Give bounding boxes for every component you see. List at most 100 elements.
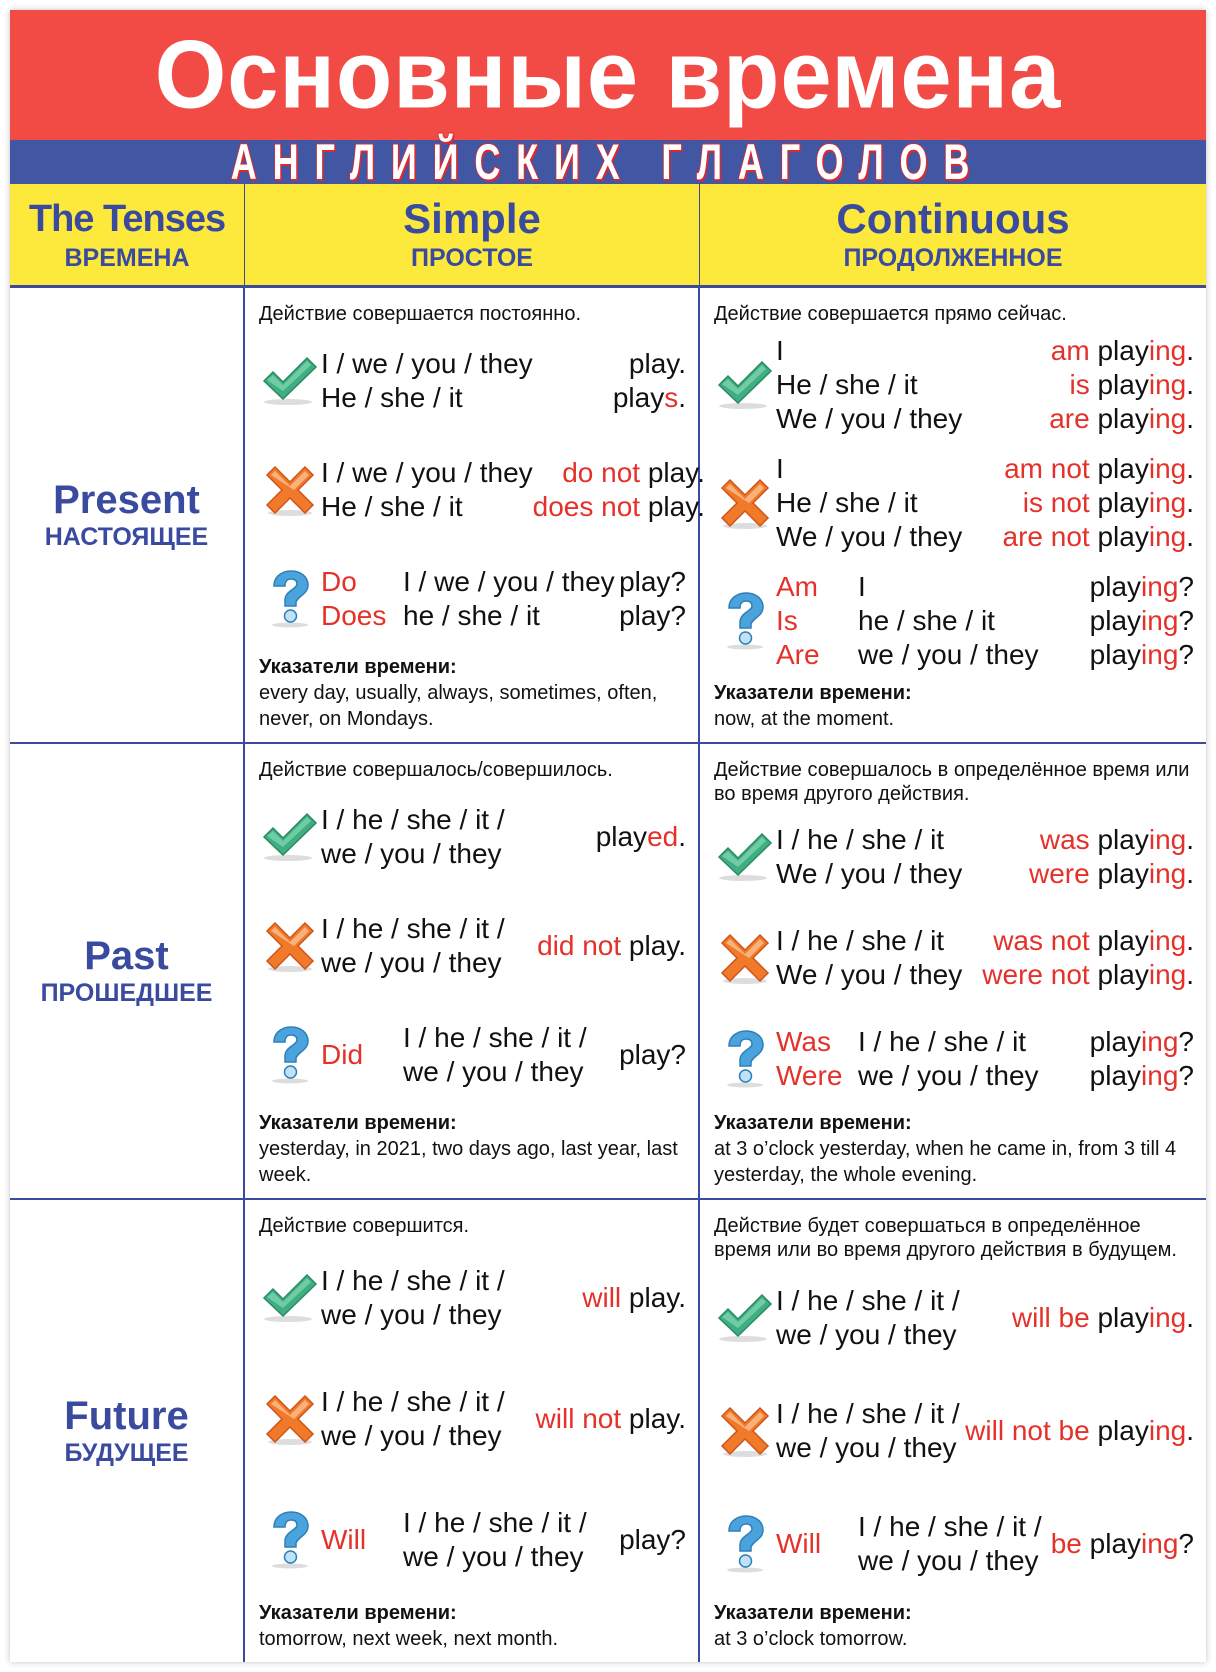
usage-description: Действие совершится. <box>259 1215 470 1237</box>
subject-pronouns: we / you / they <box>321 946 502 978</box>
predicate: do not play. <box>533 456 705 490</box>
subject-pronouns: he / she / it <box>858 605 995 636</box>
predicate: will not be playing. <box>965 1414 1194 1448</box>
tense-name-ru: ПРОШЕДШЕЕ <box>40 979 213 1007</box>
verb-part: play. <box>647 490 705 522</box>
question-form: Was Were I / he / she / it we / you / they p… <box>714 1009 1194 1110</box>
subject-pronouns: he / she / it <box>403 600 540 632</box>
tense-row-present: Present НАСТОЯЩЕЕ Действие совершается пос… <box>10 288 1206 744</box>
tense-row-future: Future БУДУЩЕЕ Действие совершится. I / he … <box>10 1200 1206 1662</box>
verb-part: play? <box>619 600 686 632</box>
verb-part: . <box>1186 1415 1194 1446</box>
time-markers: tomorrow, next week, next month. <box>259 1628 559 1650</box>
predicate: will be playing. <box>1012 1301 1194 1335</box>
verb-part: play <box>1097 487 1149 518</box>
verb-part: . <box>1186 487 1194 518</box>
verb-part: play <box>595 820 648 852</box>
usage-description: Действие совершалось/совершилось. <box>259 759 613 781</box>
highlighted-part: was not <box>993 924 1098 956</box>
highlighted-part: is <box>1069 369 1098 400</box>
negative-form: I He / she / it We / you / they am not play… <box>714 444 1194 562</box>
question-icon <box>714 592 776 650</box>
subject-pronouns: we / you / they <box>403 1056 584 1088</box>
cross-icon <box>259 1392 321 1446</box>
simple-cell: Действие совершается постоянно. I / we / … <box>245 288 705 742</box>
predicate: will play. <box>582 1281 686 1315</box>
auxiliary-word: Are <box>776 639 820 670</box>
negative-form: I / he / she / it / we / you / they did no… <box>259 891 686 1000</box>
verb-part: play. <box>647 456 705 488</box>
highlighted-part: do not <box>562 456 648 488</box>
verb-part: play <box>1097 1302 1149 1334</box>
highlighted-part: ing <box>1148 823 1187 855</box>
affirmative-form: I / he / she / it / we / you / they will p… <box>259 1238 686 1359</box>
tense-name-en: Future <box>64 1394 189 1438</box>
header-label-ru: ПРОДОЛЖЕННОЕ <box>843 244 1063 272</box>
predicate: was not playing. <box>982 924 1194 958</box>
verb-part: play <box>1097 403 1149 434</box>
tense-name: Future БУДУЩЕЕ <box>10 1200 245 1662</box>
highlighted-part: does not <box>532 490 648 522</box>
poster: Основные времена АНГЛИЙСКИХ ГЛАГОЛОВ The… <box>10 10 1206 1662</box>
question-form: Do Does I / we / you / they he / she / it pl… <box>259 545 686 654</box>
negative-form: I / he / she / it / we / you / they will n… <box>259 1359 686 1480</box>
question-icon <box>714 1514 776 1573</box>
predicate: play? <box>619 599 686 633</box>
verb-part: . <box>1186 924 1194 956</box>
time-markers-label: Указатели времени: <box>714 682 912 704</box>
subject-pronouns: we / you / they <box>858 639 1039 670</box>
verb-part: play <box>1097 857 1149 889</box>
question-icon <box>714 1030 776 1088</box>
tense-name-ru: БУДУЩЕЕ <box>64 1439 189 1467</box>
subject-pronouns: I / he / she / it / <box>858 1510 1042 1542</box>
usage-description: Действие совершалось в определённое врем… <box>714 759 1190 805</box>
predicate: was playing. <box>1029 823 1194 857</box>
highlighted-part: ing <box>1141 571 1179 602</box>
highlighted-part: ing <box>1141 1060 1179 1092</box>
usage-description: Действие совершается прямо сейчас. <box>714 303 1067 325</box>
continuous-cell: Действие совершалось в определённое врем… <box>700 744 1206 1198</box>
verb-part: . <box>1186 403 1194 434</box>
usage-description: Действие совершается постоянно. <box>259 303 582 325</box>
cross-icon <box>714 931 776 985</box>
verb-part: play. <box>628 1403 686 1434</box>
simple-cell: Действие совершалось/совершилось. I / he … <box>245 744 700 1198</box>
highlighted-part: will not be <box>965 1415 1098 1446</box>
question-icon <box>259 1026 321 1084</box>
affirmative-form: I He / she / it We / you / they am playing.… <box>714 326 1194 444</box>
verb-part: ? <box>1178 1060 1194 1092</box>
time-markers-label: Указатели времени: <box>714 1602 912 1624</box>
usage-description: Действие будет совершаться в определённо… <box>714 1215 1177 1261</box>
highlighted-part: ing <box>1148 453 1187 484</box>
verb-part: . <box>1186 335 1194 366</box>
subject-pronouns: I / he / she / it / <box>321 1386 505 1417</box>
verb-part: play <box>1089 1060 1142 1092</box>
verb-part: . <box>678 381 686 413</box>
affirmative-form: I / he / she / it / we / you / they played… <box>259 782 686 891</box>
verb-part: . <box>1186 823 1194 855</box>
verb-part: play <box>612 381 665 413</box>
header-continuous: Continuous ПРОДОЛЖЕННОЕ <box>700 184 1206 285</box>
affirmative-form: I / we / you / they He / she / it play. pla… <box>259 326 686 435</box>
predicate: play? <box>619 1038 686 1072</box>
auxiliary-word: Did <box>321 1039 364 1071</box>
predicate: playing? <box>1090 570 1194 604</box>
verb-part: play <box>1089 639 1142 670</box>
tense-name-en: Present <box>53 478 200 522</box>
predicate: plays. <box>613 381 686 415</box>
subject-pronouns: I / he / she / it <box>858 1026 1027 1058</box>
predicate: playing? <box>1090 1059 1194 1093</box>
verb-part: . <box>1186 857 1194 889</box>
predicate: play? <box>619 1523 686 1557</box>
subject-pronouns: I <box>776 453 784 484</box>
predicate: be playing? <box>1051 1527 1194 1561</box>
highlighted-part: will not <box>535 1403 629 1434</box>
check-icon <box>714 359 776 411</box>
highlighted-part: ing <box>1141 605 1179 636</box>
highlighted-part: will <box>582 1282 629 1314</box>
highlighted-part: ing <box>1148 335 1187 366</box>
verb-part: . <box>1186 1302 1194 1334</box>
predicate: were not playing. <box>982 958 1194 992</box>
header-label-en: Simple <box>403 195 541 242</box>
